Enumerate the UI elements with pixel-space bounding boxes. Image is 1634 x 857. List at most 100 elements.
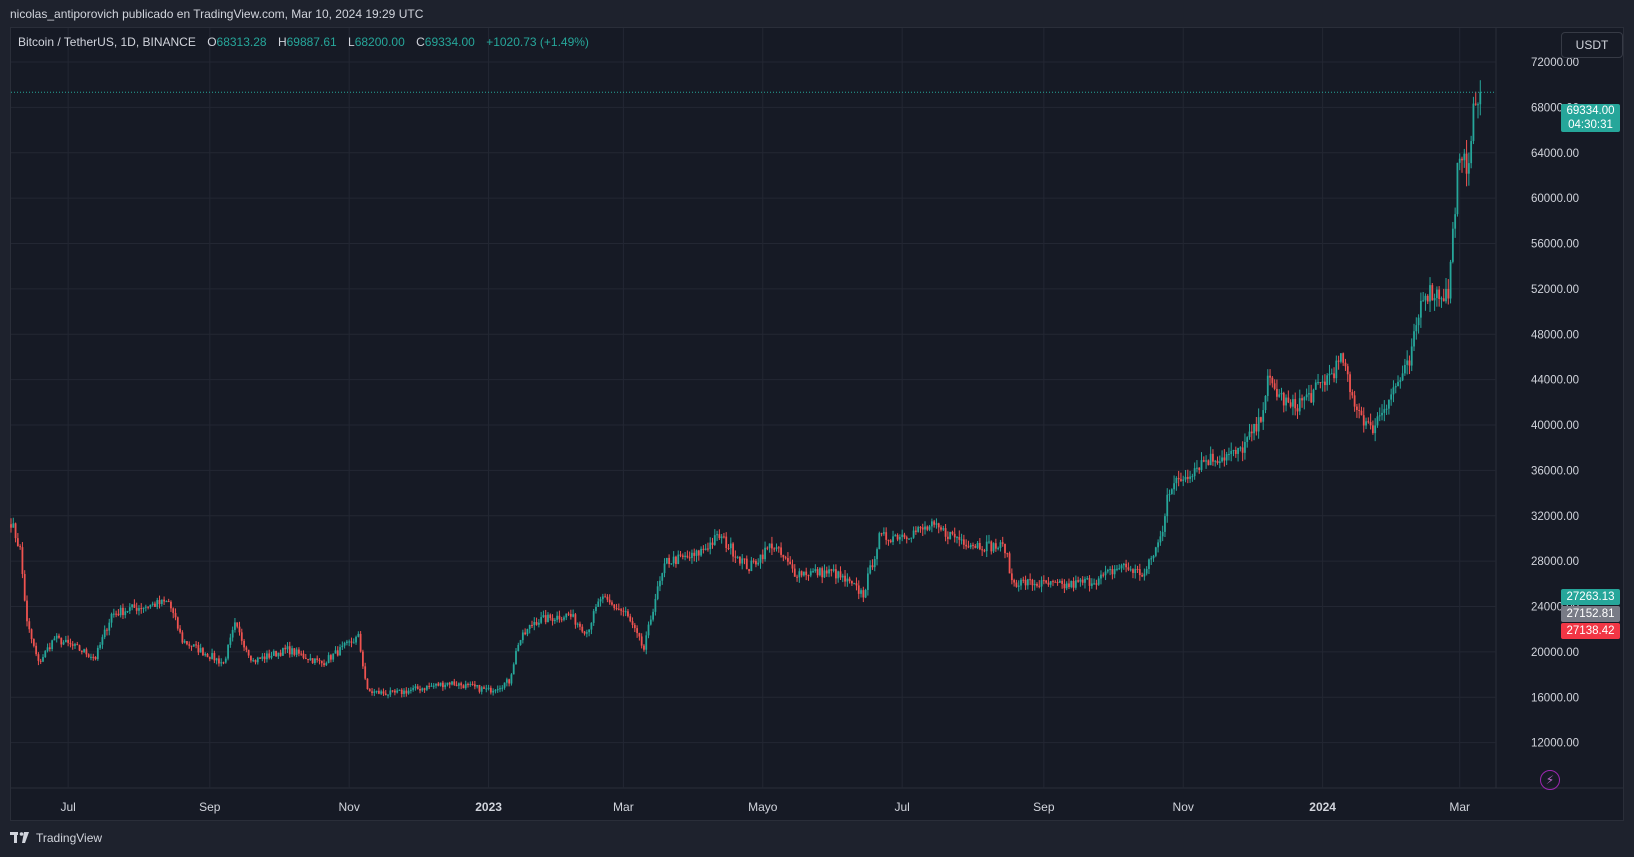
candle-body [300, 653, 303, 655]
candle-body [798, 571, 801, 578]
candle-body [487, 687, 490, 689]
candle-body [1177, 477, 1180, 480]
candle-body [1317, 382, 1319, 384]
candle-body [608, 599, 611, 603]
candle-body [224, 658, 227, 663]
candle-body [1266, 375, 1269, 396]
candle-body [809, 571, 812, 576]
candle-body [204, 653, 207, 656]
candle-body [1319, 382, 1322, 384]
candle-body [432, 685, 435, 687]
candle-body [398, 689, 401, 691]
candle-body [1218, 461, 1221, 464]
y-tick-label: 52000.00 [1531, 284, 1579, 296]
candle-body [935, 523, 938, 525]
chart-frame[interactable] [10, 27, 1624, 821]
candle-body [382, 691, 385, 694]
candle-body [457, 683, 460, 686]
x-tick-label: Jul [60, 800, 75, 814]
candle-body [327, 655, 330, 663]
candle-body [1063, 583, 1066, 589]
y-tick-label: 48000.00 [1531, 329, 1579, 341]
x-tick-label: Sep [199, 800, 221, 814]
symbol-title[interactable]: Bitcoin / TetherUS, 1D, BINANCE [18, 35, 196, 49]
candle-body [53, 638, 56, 641]
candle-body [156, 600, 159, 607]
candle-body [1465, 153, 1468, 174]
candle-body [1369, 422, 1372, 426]
x-tick-label: Nov [339, 800, 360, 814]
lightning-icon[interactable]: ⚡ [1540, 770, 1560, 790]
candle-body [960, 539, 963, 541]
candle-body [624, 611, 627, 613]
candle-body [615, 608, 618, 610]
candle-body [227, 644, 229, 659]
candle-body [542, 615, 545, 618]
candle-body [302, 653, 305, 658]
currency-button[interactable]: USDT [1561, 32, 1623, 58]
candle-body [1264, 395, 1267, 411]
candle-body [755, 560, 757, 565]
candle-body [325, 662, 328, 666]
candle-body [686, 555, 689, 558]
candle-body [176, 617, 179, 629]
close-label: C [416, 35, 425, 49]
candle-body [926, 526, 929, 530]
candle-body [101, 637, 104, 645]
candle-body [1010, 573, 1013, 581]
candle-body [1230, 450, 1233, 455]
candle-body [318, 659, 321, 661]
candle-body [30, 629, 33, 640]
candle-body [124, 611, 127, 616]
candle-body [880, 533, 883, 535]
candle-body [421, 688, 424, 691]
candle-body [222, 662, 225, 664]
candle-body [887, 539, 890, 541]
candle-body [99, 644, 102, 648]
candle-body [444, 684, 447, 688]
candle-body [1408, 360, 1411, 366]
candle-body [1401, 373, 1404, 381]
tradingview-brand[interactable]: TradingView [10, 831, 102, 845]
candle-body [759, 554, 762, 563]
y-tick-label: 40000.00 [1531, 420, 1579, 432]
candle-body [480, 687, 483, 692]
candle-body [871, 565, 874, 568]
candle-body [549, 614, 552, 618]
candle-body [416, 686, 419, 689]
candle-body [725, 536, 728, 549]
candle-body [805, 571, 808, 576]
candle-body [1298, 398, 1301, 412]
candle-body [1129, 569, 1132, 571]
candle-body [151, 603, 154, 605]
candle-body [768, 543, 771, 548]
candle-body [736, 556, 739, 558]
candle-body [713, 535, 716, 545]
candle-body [1479, 92, 1482, 105]
candle-body [956, 536, 958, 538]
candle-body [167, 601, 170, 603]
candle-body [1070, 580, 1073, 587]
candle-body [494, 690, 497, 692]
candle-body [96, 647, 99, 660]
candle-body [668, 557, 670, 565]
candle-body [309, 658, 312, 661]
candle-body [12, 523, 15, 528]
candle-body [661, 573, 664, 581]
candle-body [992, 543, 995, 552]
candle-body [1090, 583, 1093, 586]
candle-body [1008, 553, 1011, 574]
candle-body [131, 604, 134, 608]
candle-body [704, 548, 707, 550]
candle-body [953, 533, 956, 538]
candle-body [878, 533, 881, 550]
y-tick-label: 72000.00 [1531, 57, 1579, 69]
candle-body [796, 576, 798, 578]
candle-body [752, 560, 755, 562]
candle-body [675, 556, 677, 565]
candle-body [949, 531, 952, 539]
candle-body [1004, 543, 1006, 554]
candle-body [26, 600, 28, 622]
candle-body [866, 573, 869, 590]
